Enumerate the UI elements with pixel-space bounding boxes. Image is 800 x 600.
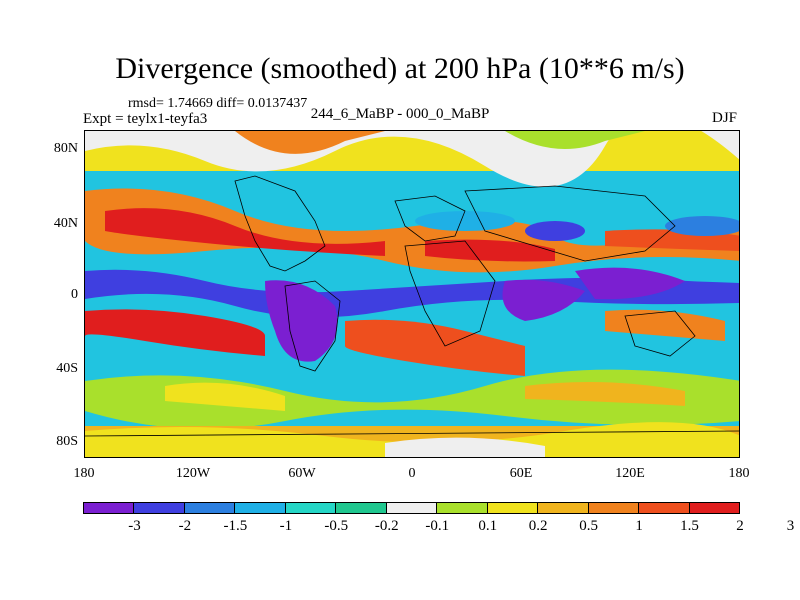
coastlines	[85, 175, 739, 437]
coast-asia	[464, 185, 676, 262]
lon-label-120w: 120W	[175, 466, 211, 481]
band-equatorial	[85, 269, 739, 318]
coast-europe	[394, 195, 466, 242]
colorbar-cell	[385, 502, 438, 514]
colorbar-label: -0.5	[324, 518, 349, 534]
blob-north-blue	[525, 221, 585, 241]
stats-text: rmsd= 1.74669 diff= 0.0137437	[128, 96, 308, 111]
lon-label-60e: 60E	[509, 466, 533, 481]
colorbar	[83, 502, 741, 514]
lat-label-0: 0	[71, 287, 78, 302]
colorbar-cell	[183, 502, 236, 514]
divergence-field	[85, 131, 739, 457]
lat-label-40n: 40N	[53, 216, 78, 231]
colorbar-label: -0.1	[425, 518, 450, 534]
colorbar-cell	[83, 502, 135, 514]
colorbar-label: 3	[786, 518, 795, 534]
experiment-label: Expt = teylx1-teyfa3	[83, 111, 208, 127]
plot-title: Divergence (smoothed) at 200 hPa (10**6 …	[115, 52, 685, 85]
colorbar-cell	[638, 502, 690, 514]
band-midlat-north	[85, 188, 739, 273]
colorbar-cell	[486, 502, 539, 514]
lat-label-80n: 80N	[53, 141, 78, 156]
lat-label-80s: 80S	[56, 434, 78, 449]
colorbar-cell	[688, 502, 741, 514]
lat-label-40s: 40S	[56, 361, 78, 376]
colorbar-label: 0.1	[478, 518, 498, 534]
experiment-id: 244_6_MaBP - 000_0_MaBP	[310, 106, 490, 122]
colorbar-cell	[133, 502, 185, 514]
colorbar-label: -1	[279, 518, 293, 534]
lon-label-180w: 180	[73, 466, 95, 481]
lon-label-0: 0	[408, 466, 416, 481]
coast-north-america	[234, 175, 326, 272]
colorbar-label: 0.5	[579, 518, 598, 534]
colorbar-cell	[284, 502, 337, 514]
lon-label-180e: 180	[728, 466, 750, 481]
colorbar-label: -2	[178, 518, 192, 534]
colorbar-cell	[587, 502, 640, 514]
lon-label-60w: 60W	[288, 466, 316, 481]
season-label: DJF	[712, 110, 738, 126]
colorbar-label: -1.5	[223, 518, 248, 534]
colorbar-label: 1.5	[680, 518, 699, 534]
band-south-red-west	[85, 309, 265, 356]
coast-south-america	[284, 280, 341, 372]
colorbar-cell	[335, 502, 387, 514]
coast-antarctica	[85, 430, 739, 437]
lon-label-120e: 120E	[615, 466, 645, 481]
colorbar-label: 1	[635, 518, 643, 534]
band-south-red-mid	[345, 319, 525, 376]
colorbar-cell	[537, 502, 589, 514]
colorbar-label: -0.2	[374, 518, 399, 534]
blob-south-america	[265, 280, 338, 362]
colorbar-cell	[436, 502, 488, 514]
map-panel	[84, 130, 740, 458]
coast-africa	[404, 240, 496, 347]
colorbar-label: -3	[128, 518, 141, 534]
colorbar-label: 2	[736, 518, 744, 534]
colorbar-label: 0.2	[528, 518, 548, 534]
colorbar-cell	[234, 502, 286, 514]
coast-australia	[624, 310, 696, 357]
